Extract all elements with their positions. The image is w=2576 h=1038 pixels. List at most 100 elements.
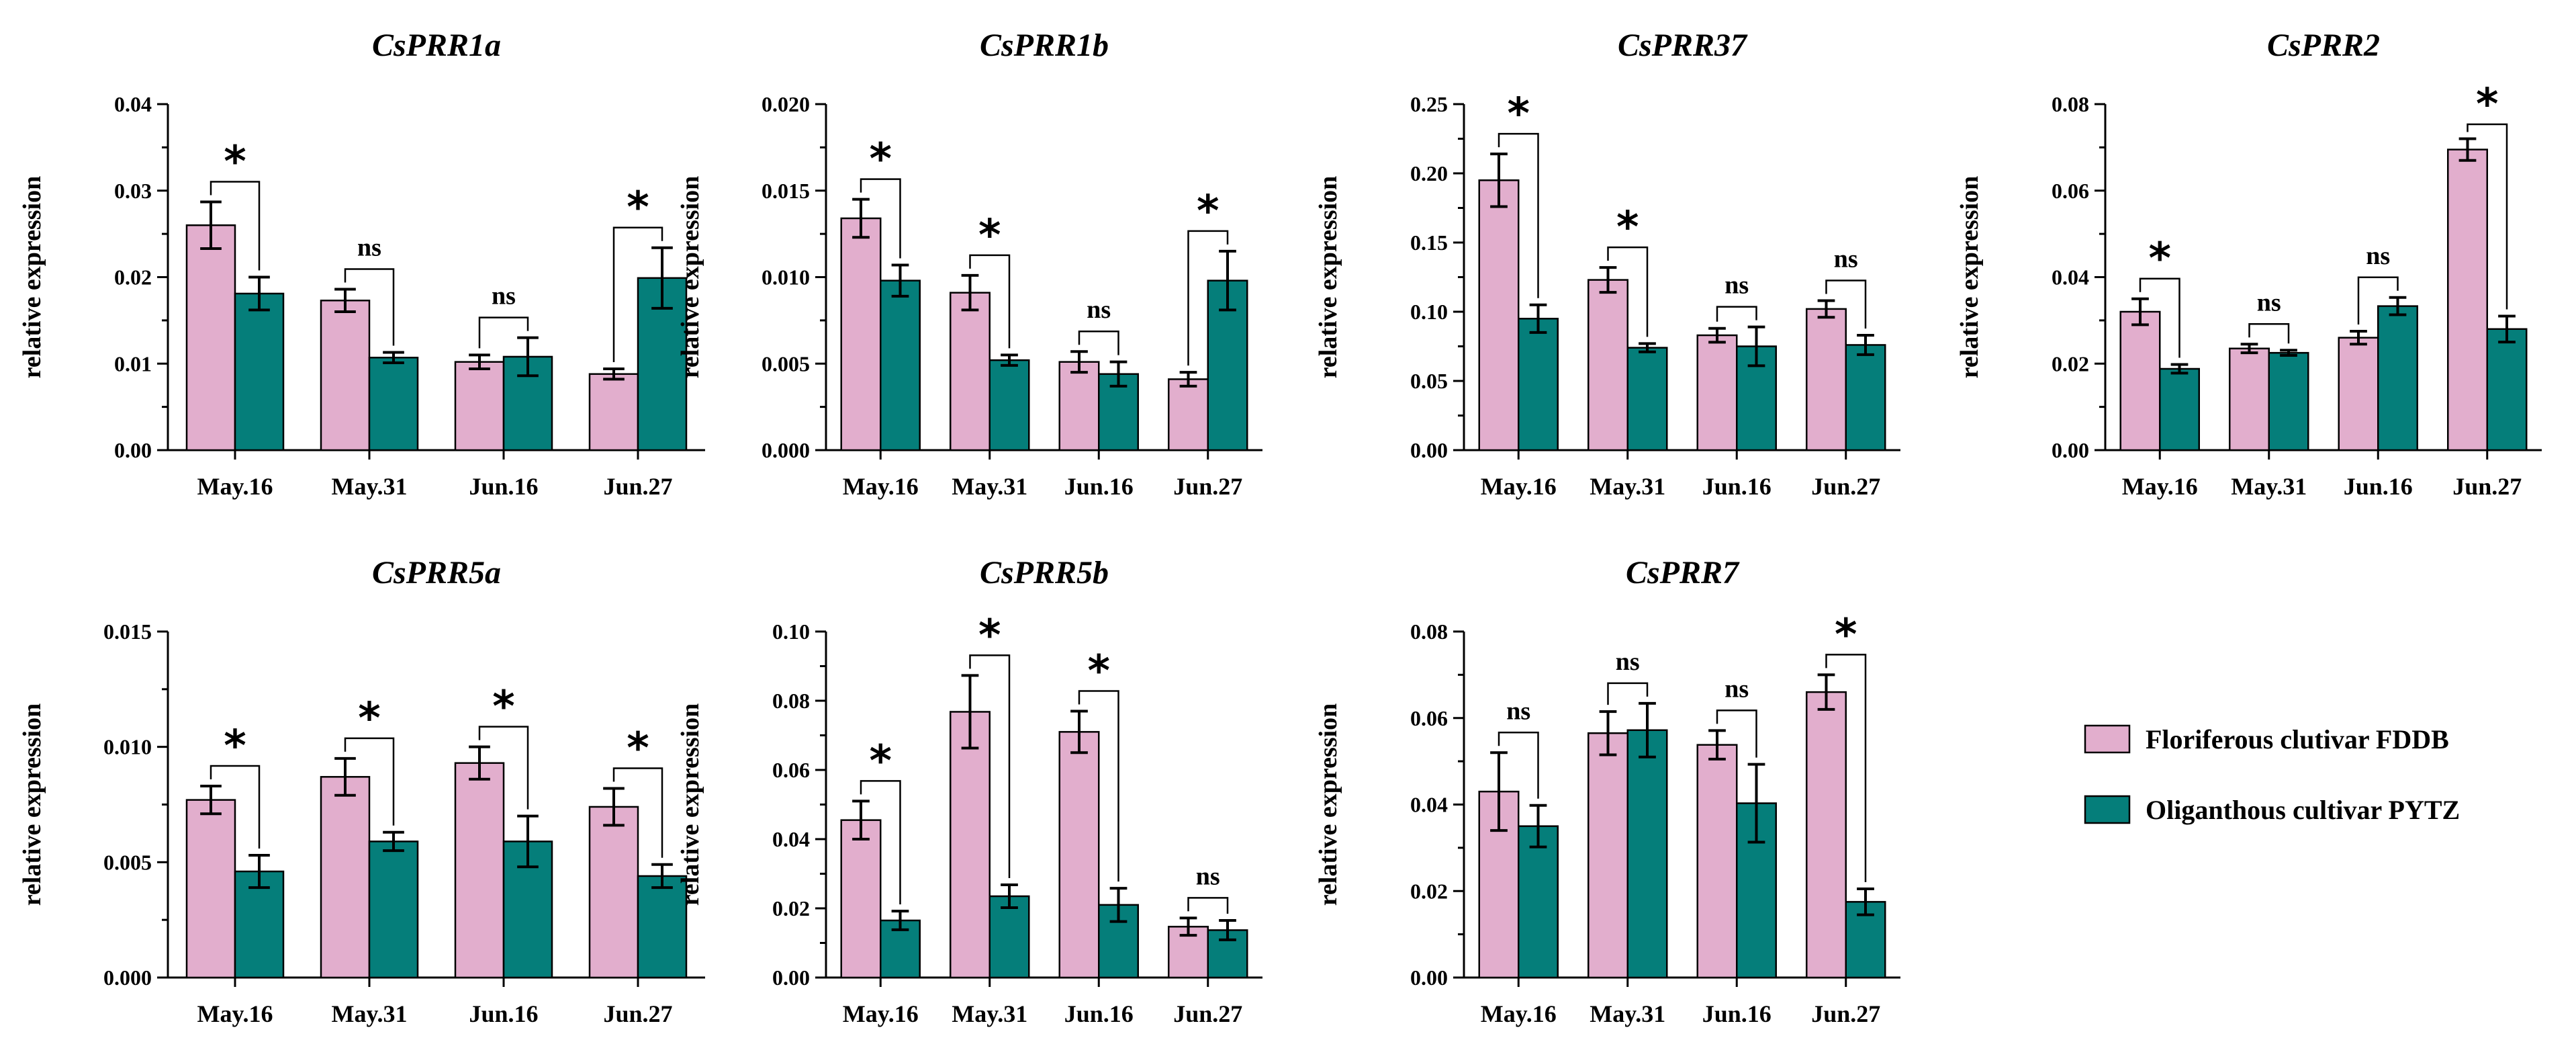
y-tick-label: 0.00 (1410, 438, 1448, 462)
x-tick-label: May.31 (952, 1000, 1027, 1027)
significance-bracket (1607, 682, 1649, 705)
bar-floriferous (1696, 334, 1738, 451)
bar-floriferous (950, 292, 991, 451)
significance-bracket (344, 737, 395, 826)
legend-label-floriferous: Floriferous clutivar FDDB (2146, 724, 2449, 754)
bar-floriferous (454, 361, 505, 451)
y-tick-label: 0.05 (1410, 369, 1448, 393)
y-axis-label: relative expression (676, 703, 704, 906)
bar-floriferous (1588, 732, 1628, 979)
bar-oliganthous (368, 356, 419, 451)
significance-ns: ns (1506, 697, 1530, 725)
bar-oliganthous (1518, 825, 1559, 979)
bar-oliganthous (2377, 305, 2418, 451)
x-tick-label: May.16 (1481, 1000, 1557, 1027)
significance-star: * (2476, 80, 2498, 130)
chart-title: CsPRR7 (1626, 555, 1740, 591)
y-tick-label: 0.005 (762, 351, 810, 376)
x-tick-label: May.16 (197, 473, 273, 500)
significance-bracket (1825, 654, 1867, 883)
chart-panel: CsPRR1a relative expression 0.00 0.01 0.02 0.… (18, 28, 705, 500)
significance-bracket (1187, 230, 1229, 366)
x-tick-label: Jun.27 (603, 473, 672, 500)
y-tick-label: 0.000 (103, 965, 152, 990)
bar-oliganthous (234, 870, 285, 979)
bar-floriferous (1058, 361, 1100, 451)
bar-floriferous (2229, 347, 2270, 451)
y-axis-label: relative expression (676, 176, 704, 379)
y-tick-label: 0.00 (2052, 438, 2089, 462)
significance-bracket (210, 181, 261, 271)
significance-ns: ns (492, 282, 516, 310)
chart-title: CsPRR5a (372, 555, 501, 591)
bar-floriferous (950, 711, 991, 979)
y-tick-label: 0.03 (114, 179, 152, 203)
legend-swatch-oliganthous (2084, 795, 2131, 824)
significance-bracket (1716, 306, 1757, 322)
y-tick-label: 0.020 (762, 92, 810, 116)
significance-ns: ns (1087, 296, 1111, 324)
y-tick-label: 0.10 (1410, 300, 1448, 324)
significance-bracket (2357, 276, 2399, 325)
y-tick-label: 0.005 (103, 850, 152, 874)
y-tick-label: 0.08 (772, 689, 810, 713)
bar-oliganthous (1845, 344, 1886, 451)
y-axis-label: relative expression (1956, 176, 1984, 379)
y-tick-label: 0.00 (1410, 965, 1448, 990)
legend: Floriferous clutivar FDDB Oliganthous cul… (2084, 724, 2460, 825)
y-tick-label: 0.04 (2052, 265, 2089, 290)
bar-floriferous (185, 224, 236, 451)
bar-oliganthous (988, 359, 1030, 451)
bar-floriferous (320, 776, 371, 979)
x-tick-label: Jun.27 (603, 1000, 672, 1027)
y-tick-label: 0.08 (1410, 619, 1448, 644)
bar-oliganthous (1518, 318, 1559, 451)
y-tick-label: 0.000 (762, 438, 810, 462)
y-axis-label: relative expression (1314, 703, 1342, 906)
bar-floriferous (1478, 179, 1520, 451)
x-tick-label: Jun.16 (1702, 473, 1772, 500)
chart-title: CsPRR37 (1618, 28, 1748, 63)
bar-oliganthous (2268, 351, 2309, 451)
significance-star: * (978, 211, 1001, 261)
bar-floriferous (185, 799, 236, 979)
chart-title: CsPRR1b (980, 28, 1109, 63)
y-tick-label: 0.20 (1410, 161, 1448, 185)
bar-oliganthous (2486, 328, 2528, 451)
y-tick-label: 0.00 (772, 965, 810, 990)
bar-oliganthous (880, 279, 921, 451)
x-tick-label: Jun.27 (1811, 1000, 1880, 1027)
y-axis-label: relative expression (18, 703, 46, 906)
significance-bracket (1607, 246, 1649, 337)
x-tick-label: Jun.16 (1702, 1000, 1772, 1027)
y-tick-label: 0.06 (772, 758, 810, 782)
significance-bracket (478, 726, 529, 810)
significance-bracket (2467, 123, 2508, 310)
significance-bracket (2139, 277, 2180, 358)
chart-panel: CsPRR5a relative expression 0.000 0.005 0.01… (18, 555, 705, 1027)
significance-bracket (969, 654, 1011, 878)
chart-grid: CsPRR1a relative expression 0.00 0.01 0.02 0.… (18, 28, 2542, 1027)
bar-floriferous (588, 806, 639, 979)
significance-ns: ns (1616, 648, 1640, 676)
x-tick-label: May.16 (843, 1000, 919, 1027)
x-tick-label: May.31 (952, 473, 1027, 500)
significance-bracket (1187, 897, 1229, 914)
y-tick-label: 0.04 (1410, 793, 1448, 817)
significance-star: * (1088, 646, 1110, 696)
x-tick-label: May.31 (332, 473, 408, 500)
bar-floriferous (1806, 691, 1847, 979)
y-tick-label: 0.015 (103, 619, 152, 644)
bar-oliganthous (368, 840, 419, 979)
significance-star: * (358, 694, 380, 744)
significance-bracket (860, 178, 901, 259)
significance-star: * (492, 683, 514, 732)
significance-bracket (210, 765, 261, 849)
y-tick-label: 0.04 (114, 92, 152, 116)
bar-oliganthous (2159, 367, 2200, 451)
significance-star: * (2149, 234, 2171, 284)
y-tick-label: 0.010 (103, 735, 152, 759)
significance-star: * (1835, 610, 1857, 660)
chart-panel: CsPRR37 relative expression 0.00 0.05 0.10 0.… (1314, 28, 1900, 500)
significance-ns: ns (1724, 271, 1749, 300)
